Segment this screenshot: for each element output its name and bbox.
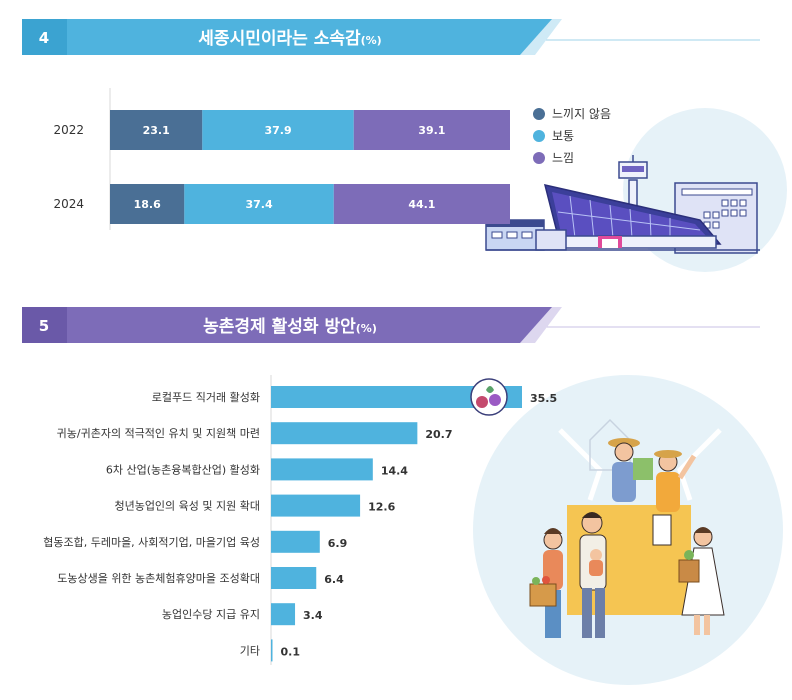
- chart5-category-label: 기타: [240, 644, 260, 657]
- chart4-bar-segment: [333, 184, 510, 224]
- section5-header: 5 농촌경제 활성화 방안(%): [22, 307, 760, 343]
- chart5-bar: [271, 494, 361, 517]
- section5-unit: (%): [356, 322, 377, 335]
- section5-number-box: [22, 307, 67, 343]
- chart5-bar: [271, 386, 522, 408]
- chart5-value-label: 3.4: [303, 609, 323, 622]
- woman-with-basket: [529, 528, 563, 638]
- chart4-legend-label: 보통: [552, 129, 574, 143]
- chart4-bar-segment: [110, 184, 185, 224]
- woman-with-bag: [678, 527, 725, 635]
- chart5-category-label: 로컬푸드 직거래 활성화: [152, 390, 260, 404]
- section4-unit: (%): [361, 34, 382, 47]
- chart4-value-label: 39.1: [418, 124, 445, 137]
- chart5-value-label: 12.6: [368, 501, 395, 514]
- chart4: 2022 23.1 37.9 39.1 2024 18.6 37.4 44.1: [53, 88, 510, 230]
- section4-title: 세종시민이라는 소속감: [198, 29, 361, 49]
- chart4-value-label: 37.4: [245, 198, 272, 211]
- section5-title-group: 농촌경제 활성화 방안(%): [203, 316, 377, 337]
- chart5-value-label: 0.1: [281, 645, 301, 658]
- chart5-bar: [271, 639, 273, 662]
- beet-icon: [476, 396, 488, 408]
- chart5-value-label: 35.5: [530, 392, 557, 405]
- chart4-value-label: 37.9: [264, 124, 291, 137]
- section4-header: 4 세종시민이라는 소속감(%): [22, 19, 760, 55]
- section4-number-box: [22, 19, 67, 55]
- chart5-value-label: 20.7: [425, 428, 452, 441]
- farmer-raising-hand: [652, 450, 697, 546]
- chart4-legend-label: 느끼지 않음: [552, 107, 611, 121]
- chart5-bar: [271, 530, 320, 553]
- chart5-value-label: 14.4: [381, 464, 408, 477]
- city-illustration: [485, 108, 787, 272]
- chart5-category-label: 도농상생을 위한 농촌체험휴양마을 조성확대: [57, 572, 260, 585]
- chart4-legend-swatch: [533, 152, 545, 164]
- chart5-bar: [271, 422, 418, 445]
- chart4-value-label: 18.6: [134, 198, 161, 211]
- farm-illustration: [473, 375, 783, 685]
- chart4-bar-segment: [184, 184, 334, 224]
- vegetable-badge: [470, 378, 508, 416]
- chart5-bar: [271, 567, 317, 589]
- chart5-bar: [271, 603, 296, 626]
- chart5-value-label: 6.4: [324, 573, 344, 586]
- chart5-category-label: 청년농업인의 육성 및 지원 확대: [114, 500, 260, 513]
- father-with-baby: [579, 512, 607, 638]
- section4-number: 4: [39, 29, 49, 47]
- leaf-icon: [486, 386, 494, 393]
- section5-title: 농촌경제 활성화 방안: [203, 316, 356, 337]
- eggplant-icon: [489, 394, 501, 406]
- chart4-legend-label: 느낌: [552, 151, 574, 165]
- chart5-category-label: 귀농/귀촌자의 적극적인 유치 및 지원책 마련: [57, 427, 260, 440]
- farmer-with-hat: [608, 438, 653, 502]
- section4-header-band: [22, 19, 552, 55]
- chart4-category-label: 2022: [53, 123, 84, 137]
- badge-circle: [470, 378, 508, 416]
- chart4-bar-segment: [110, 110, 203, 150]
- chart5-category-label: 6차 산업(농촌융복합산업) 활성화: [106, 462, 260, 476]
- terminal-building: [543, 183, 722, 249]
- chart4-value-label: 44.1: [408, 198, 435, 211]
- chart4-bar-segment: [353, 110, 510, 150]
- chart4-legend-swatch: [533, 108, 545, 120]
- chart4-category-label: 2024: [53, 197, 84, 211]
- section5-header-band: [22, 307, 552, 343]
- chart5-bar: [271, 458, 373, 481]
- chart5-category-label: 협동조합, 두레마을, 사회적기업, 마을기업 육성: [43, 536, 260, 549]
- chart4-bar-segment: [202, 110, 354, 150]
- section4-title-group: 세종시민이라는 소속감(%): [198, 29, 381, 49]
- chart4-value-label: 23.1: [143, 124, 170, 137]
- low-buildings: [485, 219, 567, 251]
- chart5-value-label: 6.9: [328, 537, 348, 550]
- chart5: 로컬푸드 직거래 활성화 35.5 귀농/귀촌자의 적극적인 유치 및 지원책 마련…: [43, 375, 557, 665]
- chart5-category-label: 농업인수당 지급 유지: [162, 608, 260, 621]
- section5-number: 5: [39, 317, 49, 335]
- chart4-legend-swatch: [533, 130, 545, 142]
